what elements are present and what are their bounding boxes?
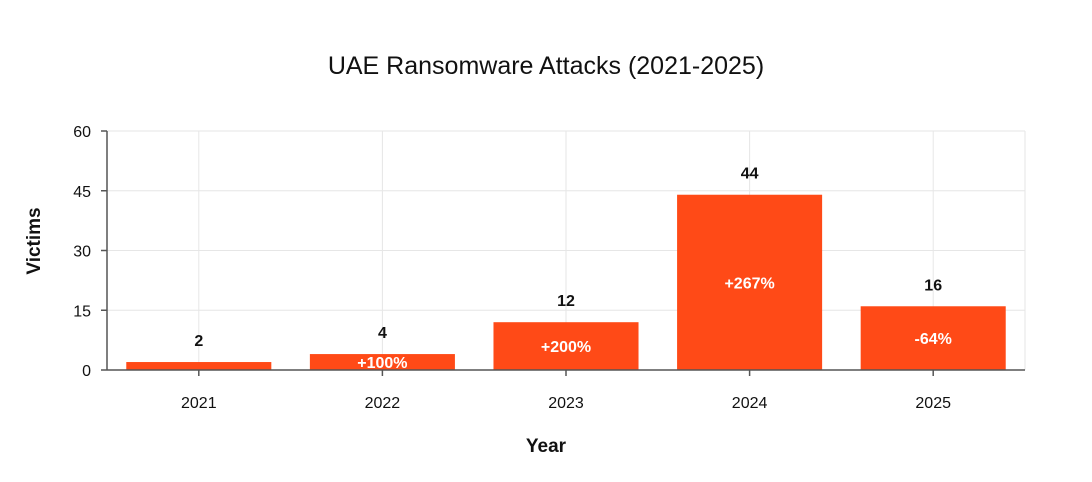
change-label-2022: +100%: [357, 355, 407, 372]
bars: [126, 194, 1006, 370]
change-label-2023: +200%: [541, 339, 591, 356]
y-tick-label-30: 30: [73, 244, 91, 261]
chart-title: UAE Ransomware Attacks (2021-2025): [328, 52, 764, 80]
y-tick-label-45: 45: [73, 184, 91, 201]
bar-2024: [677, 194, 823, 370]
x-axis-label: Year: [526, 436, 567, 457]
bar-2022: [309, 354, 455, 370]
x-axis-ticks: 2021 2022 2023 2024 2025: [181, 370, 951, 412]
value-label-2022: 4: [378, 325, 387, 342]
y-tick-label-15: 15: [73, 303, 91, 320]
y-axis-ticks: 0 15 30 45 60: [73, 124, 107, 380]
value-label-2021: 2: [194, 333, 203, 350]
value-label-2025: 16: [924, 277, 942, 294]
x-tick-label-2023: 2023: [548, 395, 584, 412]
y-tick-label-0: 0: [82, 363, 91, 380]
bar-2021: [126, 362, 272, 370]
x-tick-label-2025: 2025: [915, 395, 951, 412]
x-tick-label-2024: 2024: [732, 395, 768, 412]
value-label-2024: 44: [741, 166, 759, 183]
value-label-2023: 12: [557, 293, 575, 310]
change-label-2024: +267%: [724, 275, 774, 292]
bar-2023: [493, 322, 639, 370]
y-axis-label: Victims: [24, 207, 45, 274]
data-labels: 2 4 +100% 12 +200% 44 +267% 16 -64%: [194, 166, 952, 372]
y-tick-label-60: 60: [73, 124, 91, 141]
x-tick-label-2022: 2022: [365, 395, 401, 412]
bar-2025: [860, 306, 1006, 370]
change-label-2025: -64%: [915, 331, 952, 348]
x-tick-label-2021: 2021: [181, 395, 217, 412]
